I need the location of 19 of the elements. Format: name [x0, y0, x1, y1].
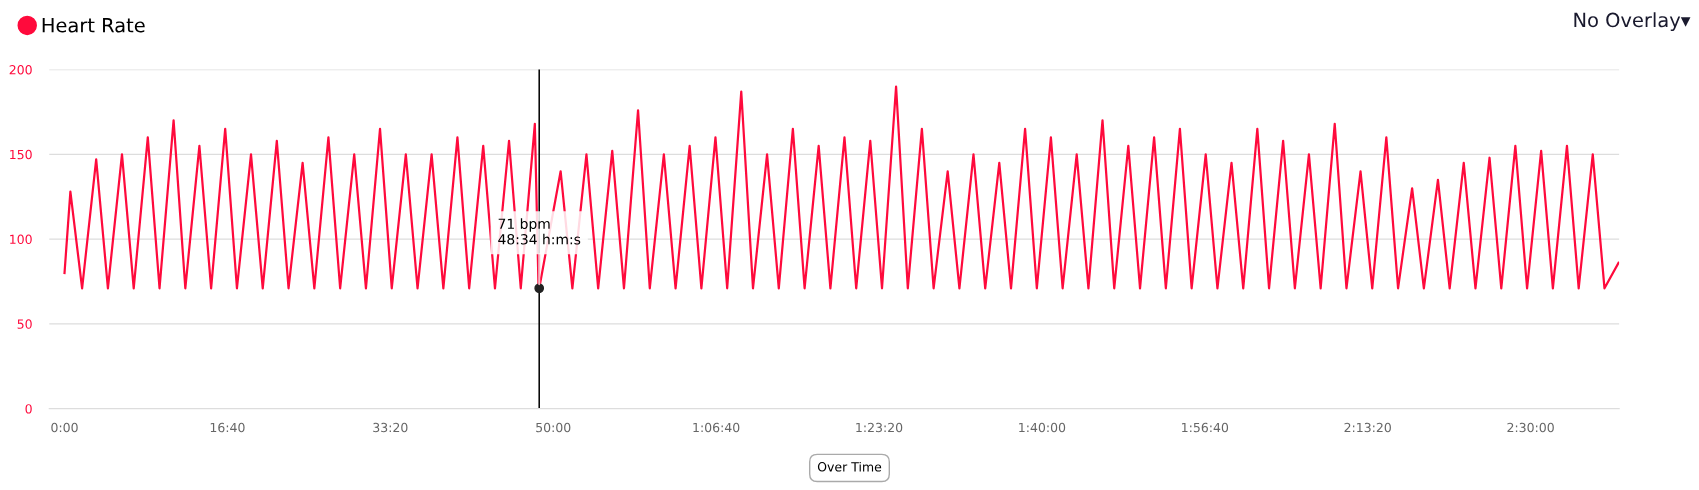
legend-label: Heart Rate	[42, 18, 145, 33]
x-tick-label: 1:23:20	[856, 422, 903, 433]
text: Over Time	[817, 461, 882, 472]
text: No Overlay▾	[1574, 12, 1691, 32]
x-tick-label: 2:30:00	[1507, 422, 1554, 433]
x-tick-label: 1:40:00	[1019, 422, 1066, 433]
x-tick-label: 2:13:20	[1344, 422, 1391, 433]
x-tick-label: 33:20	[373, 422, 408, 433]
y-tick-label: 0	[25, 404, 32, 414]
x-tick-label: 0:00	[51, 422, 78, 433]
x-tick-label: 16:40	[210, 422, 245, 433]
y-tick-label: 50	[17, 319, 32, 329]
y-tick-label: 150	[10, 149, 32, 160]
x-tick-label: 50:00	[536, 422, 571, 433]
annotation: 71 bpm 48:34 h:m:s	[498, 218, 581, 245]
y-tick-label: 100	[10, 234, 32, 245]
y-tick-label: 200	[9, 65, 32, 75]
x-tick-label: 1:06:40	[693, 422, 740, 433]
x-tick-label: 1:56:40	[1182, 422, 1229, 433]
